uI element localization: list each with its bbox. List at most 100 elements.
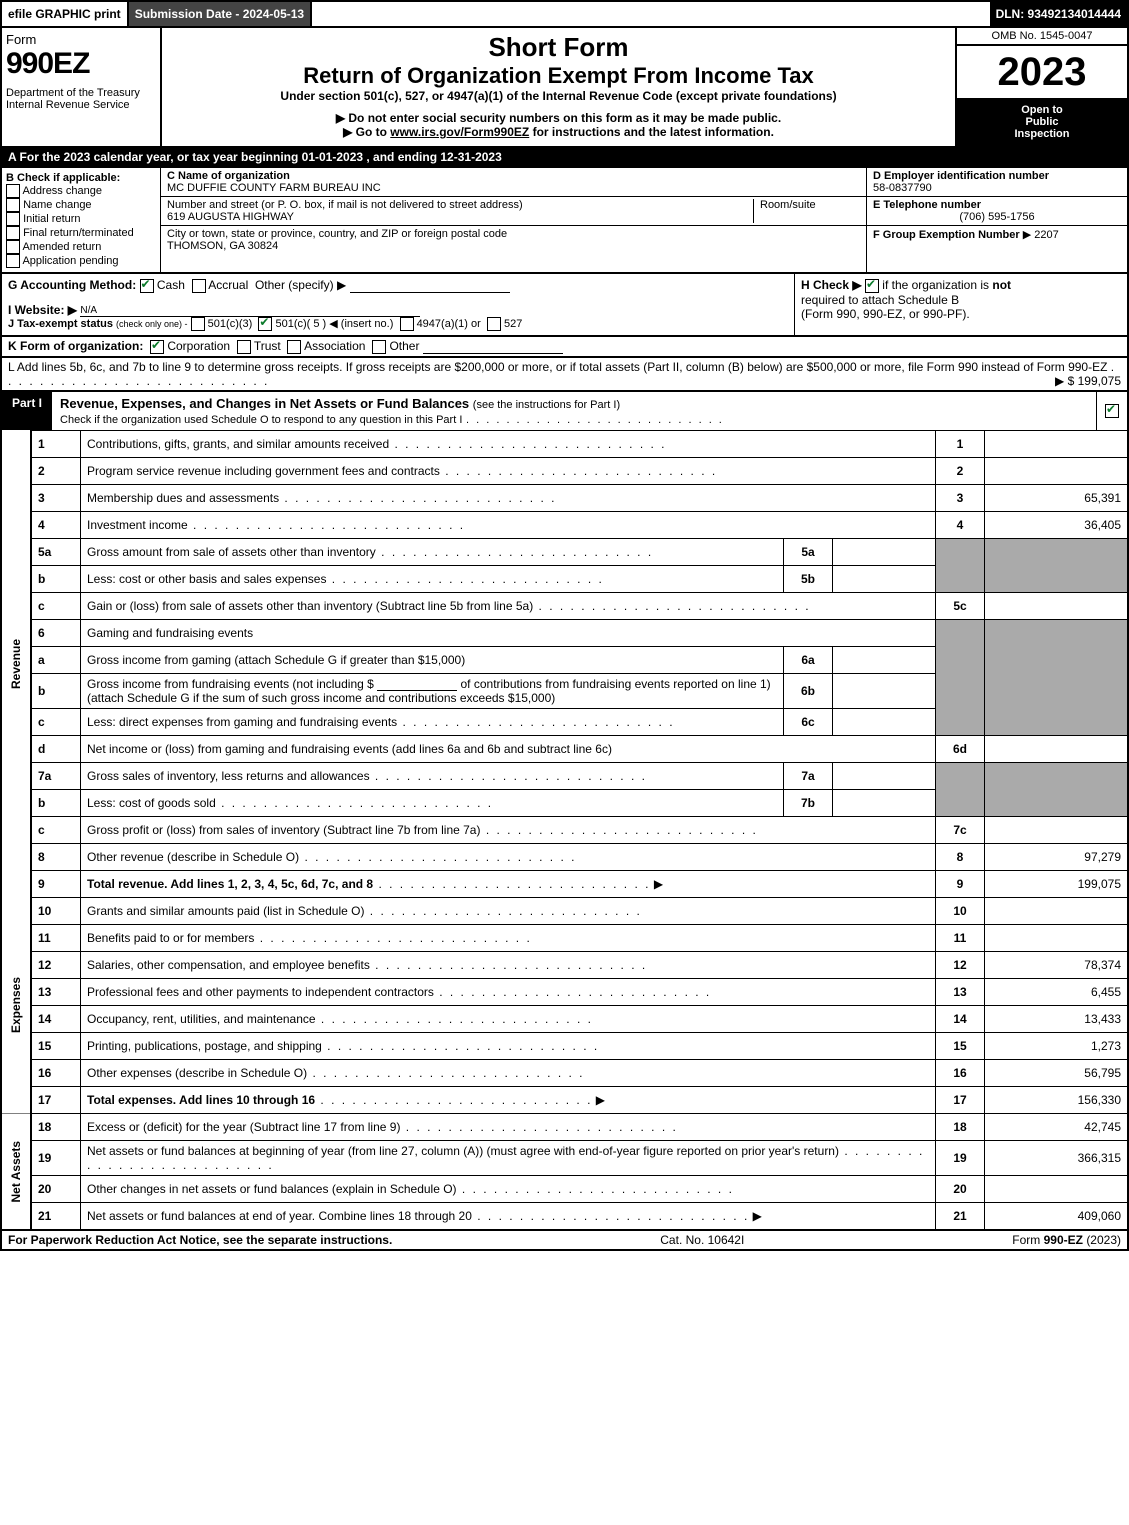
- checkbox-part1-sched-o[interactable]: [1105, 404, 1119, 418]
- line-6b-subval: [833, 673, 936, 708]
- line-5a-subval: [833, 538, 936, 565]
- form-code: 990EZ: [6, 47, 156, 81]
- dept-line-1: Department of the Treasury: [6, 87, 156, 99]
- omb-number: OMB No. 1545-0047: [957, 28, 1127, 46]
- dept-line-2: Internal Revenue Service: [6, 99, 156, 111]
- line-17-text: Total expenses. Add lines 10 through 16: [87, 1093, 315, 1107]
- row-l: L Add lines 5b, 6c, and 7b to line 9 to …: [0, 356, 1129, 392]
- line-8-text: Other revenue (describe in Schedule O): [87, 850, 576, 864]
- checkbox-4947[interactable]: [400, 317, 414, 331]
- line-1-text: Contributions, gifts, grants, and simila…: [87, 437, 667, 451]
- checkbox-amended[interactable]: [6, 240, 20, 254]
- line-15-text: Printing, publications, postage, and shi…: [87, 1039, 599, 1053]
- city-value: THOMSON, GA 30824: [167, 240, 860, 252]
- line-7a-text: Gross sales of inventory, less returns a…: [87, 769, 647, 783]
- table-row: 7a Gross sales of inventory, less return…: [1, 762, 1128, 789]
- line-15-num: 15: [31, 1032, 81, 1059]
- line-1-val: [985, 430, 1129, 457]
- line-2-text: Program service revenue including govern…: [87, 464, 717, 478]
- row-k: K Form of organization: Corporation Trus…: [0, 335, 1129, 356]
- line-14-num: 14: [31, 1005, 81, 1032]
- line-21-text: Net assets or fund balances at end of ye…: [87, 1209, 749, 1223]
- line-20-text: Other changes in net assets or fund bala…: [87, 1182, 734, 1196]
- line-12-val: 78,374: [985, 951, 1129, 978]
- checkbox-cash[interactable]: [140, 279, 154, 293]
- goto-link[interactable]: www.irs.gov/Form990EZ: [390, 125, 529, 139]
- checkbox-initial-return[interactable]: [6, 212, 20, 226]
- line-6c-subval: [833, 708, 936, 735]
- f-value: ▶ 2207: [1023, 229, 1059, 241]
- street-label: Number and street (or P. O. box, if mail…: [167, 199, 747, 211]
- checkbox-527[interactable]: [487, 317, 501, 331]
- vlabel-expenses: Expenses: [1, 897, 31, 1113]
- table-row: 8 Other revenue (describe in Schedule O)…: [1, 843, 1128, 870]
- checkbox-trust[interactable]: [237, 340, 251, 354]
- line-19-val: 366,315: [985, 1140, 1129, 1175]
- line-5a-num: 5a: [31, 538, 81, 565]
- org-name: MC DUFFIE COUNTY FARM BUREAU INC: [167, 182, 860, 194]
- j-label: J Tax-exempt status: [8, 318, 113, 330]
- vlabel-netassets: Net Assets: [1, 1113, 31, 1230]
- line-6b-num: b: [31, 673, 81, 708]
- checkbox-app-pending[interactable]: [6, 254, 20, 268]
- line-11-val: [985, 924, 1129, 951]
- checkbox-name-change[interactable]: [6, 198, 20, 212]
- short-form-title: Short Form: [170, 32, 947, 63]
- line-7c-val: [985, 816, 1129, 843]
- checkbox-accrual[interactable]: [192, 279, 206, 293]
- line-16-text: Other expenses (describe in Schedule O): [87, 1066, 585, 1080]
- line-6b-text-1: Gross income from fundraising events (no…: [87, 677, 374, 691]
- other-specify-input[interactable]: [350, 292, 510, 293]
- line-17-num: 17: [31, 1086, 81, 1113]
- line-11-r: 11: [936, 924, 985, 951]
- app-pending-label: Application pending: [22, 255, 118, 267]
- table-row: c Gross profit or (loss) from sales of i…: [1, 816, 1128, 843]
- line-7-shade-val: [985, 762, 1129, 816]
- line-16-r: 16: [936, 1059, 985, 1086]
- table-row: 16 Other expenses (describe in Schedule …: [1, 1059, 1128, 1086]
- box-d: D Employer identification number 58-0837…: [867, 168, 1127, 272]
- table-row: 5a Gross amount from sale of assets othe…: [1, 538, 1128, 565]
- submission-date: Submission Date - 2024-05-13: [129, 2, 312, 26]
- e-label: E Telephone number: [873, 199, 1121, 211]
- line-6d-val: [985, 735, 1129, 762]
- form-header: Form 990EZ Department of the Treasury In…: [0, 26, 1129, 146]
- line-5c-val: [985, 592, 1129, 619]
- line-18-r: 18: [936, 1113, 985, 1140]
- line-6a-subval: [833, 646, 936, 673]
- checkbox-501c[interactable]: [258, 317, 272, 331]
- lines-table: Revenue 1 Contributions, gifts, grants, …: [0, 430, 1129, 1231]
- goto-prefix: ▶ Go to: [343, 125, 390, 139]
- line-19-num: 19: [31, 1140, 81, 1175]
- checkbox-final-return[interactable]: [6, 226, 20, 240]
- line-7a-sub: 7a: [784, 762, 833, 789]
- checkbox-501c3[interactable]: [191, 317, 205, 331]
- checkbox-corp[interactable]: [150, 340, 164, 354]
- line-9-r: 9: [936, 870, 985, 897]
- line-18-val: 42,745: [985, 1113, 1129, 1140]
- checkbox-address-change[interactable]: [6, 184, 20, 198]
- line-18-num: 18: [31, 1113, 81, 1140]
- efile-label[interactable]: efile GRAPHIC print: [2, 2, 129, 26]
- checkbox-h[interactable]: [865, 279, 879, 293]
- line-1-r: 1: [936, 430, 985, 457]
- checkbox-assoc[interactable]: [287, 340, 301, 354]
- line-8-num: 8: [31, 843, 81, 870]
- line-13-val: 6,455: [985, 978, 1129, 1005]
- line-3-num: 3: [31, 484, 81, 511]
- website-value: N/A: [80, 305, 420, 317]
- other-org-input[interactable]: [423, 353, 563, 354]
- line-2-val: [985, 457, 1129, 484]
- line-13-text: Professional fees and other payments to …: [87, 985, 711, 999]
- line-9-num: 9: [31, 870, 81, 897]
- checkbox-other-org[interactable]: [372, 340, 386, 354]
- line-6-shade: [936, 619, 985, 735]
- part-1-check-line: Check if the organization used Schedule …: [60, 414, 462, 426]
- line-20-r: 20: [936, 1175, 985, 1202]
- line-14-r: 14: [936, 1005, 985, 1032]
- line-5c-text: Gain or (loss) from sale of assets other…: [87, 599, 811, 613]
- row-gh: G Accounting Method: Cash Accrual Other …: [0, 272, 1129, 335]
- line-6a-text: Gross income from gaming (attach Schedul…: [81, 646, 784, 673]
- line-17-arrow: [592, 1093, 605, 1107]
- footer-right-form: Form: [1012, 1233, 1043, 1247]
